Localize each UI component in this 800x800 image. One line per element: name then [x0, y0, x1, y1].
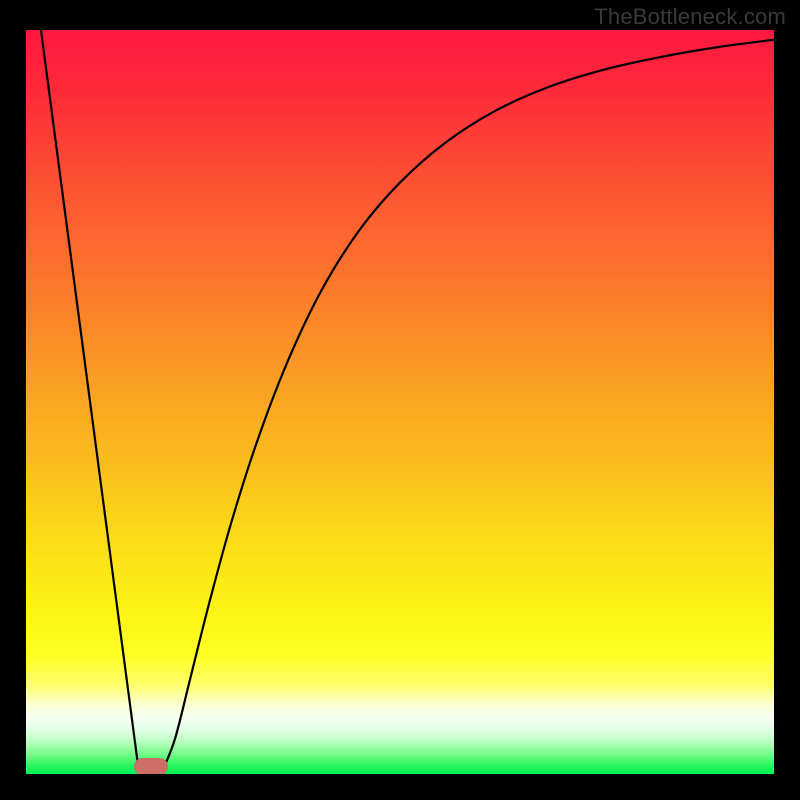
- plot-area: [26, 30, 774, 774]
- watermark-text: TheBottleneck.com: [594, 4, 786, 30]
- chart-container: TheBottleneck.com: [0, 0, 800, 800]
- minimum-marker: [134, 758, 168, 774]
- curve-layer: [26, 30, 774, 774]
- left-line-path: [41, 30, 138, 767]
- asymptote-curve-path: [164, 40, 774, 767]
